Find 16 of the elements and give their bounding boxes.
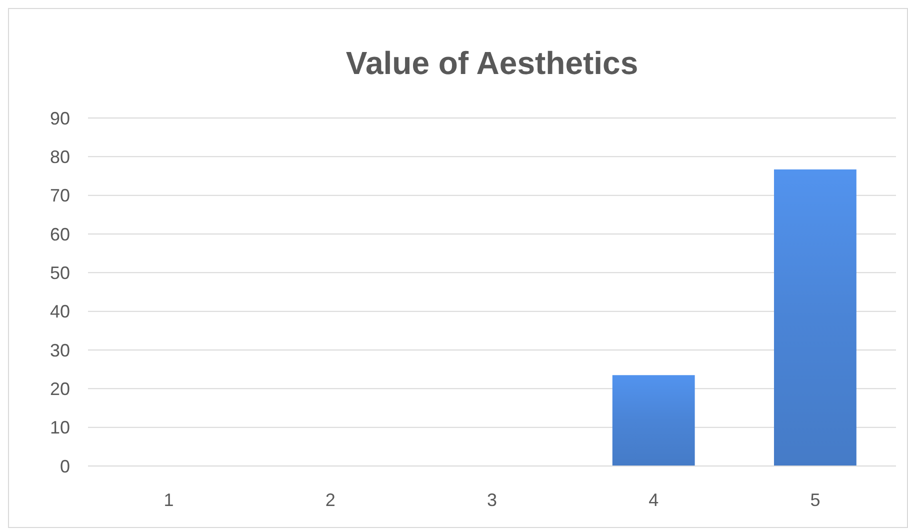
y-tick-label: 40: [50, 302, 70, 322]
x-tick-label: 4: [648, 490, 659, 510]
y-tick-label: 70: [50, 186, 70, 206]
y-tick-label: 10: [50, 418, 70, 438]
y-tick-label: 80: [50, 146, 70, 167]
y-tick-label: 20: [50, 378, 70, 399]
y-tick-label: 0: [60, 456, 70, 476]
y-tick-label: 90: [50, 108, 70, 128]
y-tick-label: 60: [50, 224, 70, 244]
y-tick-label: 30: [50, 340, 70, 360]
x-tick-label: 2: [325, 490, 336, 510]
x-tick-label: 5: [810, 490, 820, 510]
y-tick-label: 50: [50, 262, 70, 283]
x-tick-label: 3: [486, 490, 498, 510]
chart-title: Value of Aesthetics: [346, 45, 638, 81]
x-tick-label: 1: [164, 490, 174, 510]
